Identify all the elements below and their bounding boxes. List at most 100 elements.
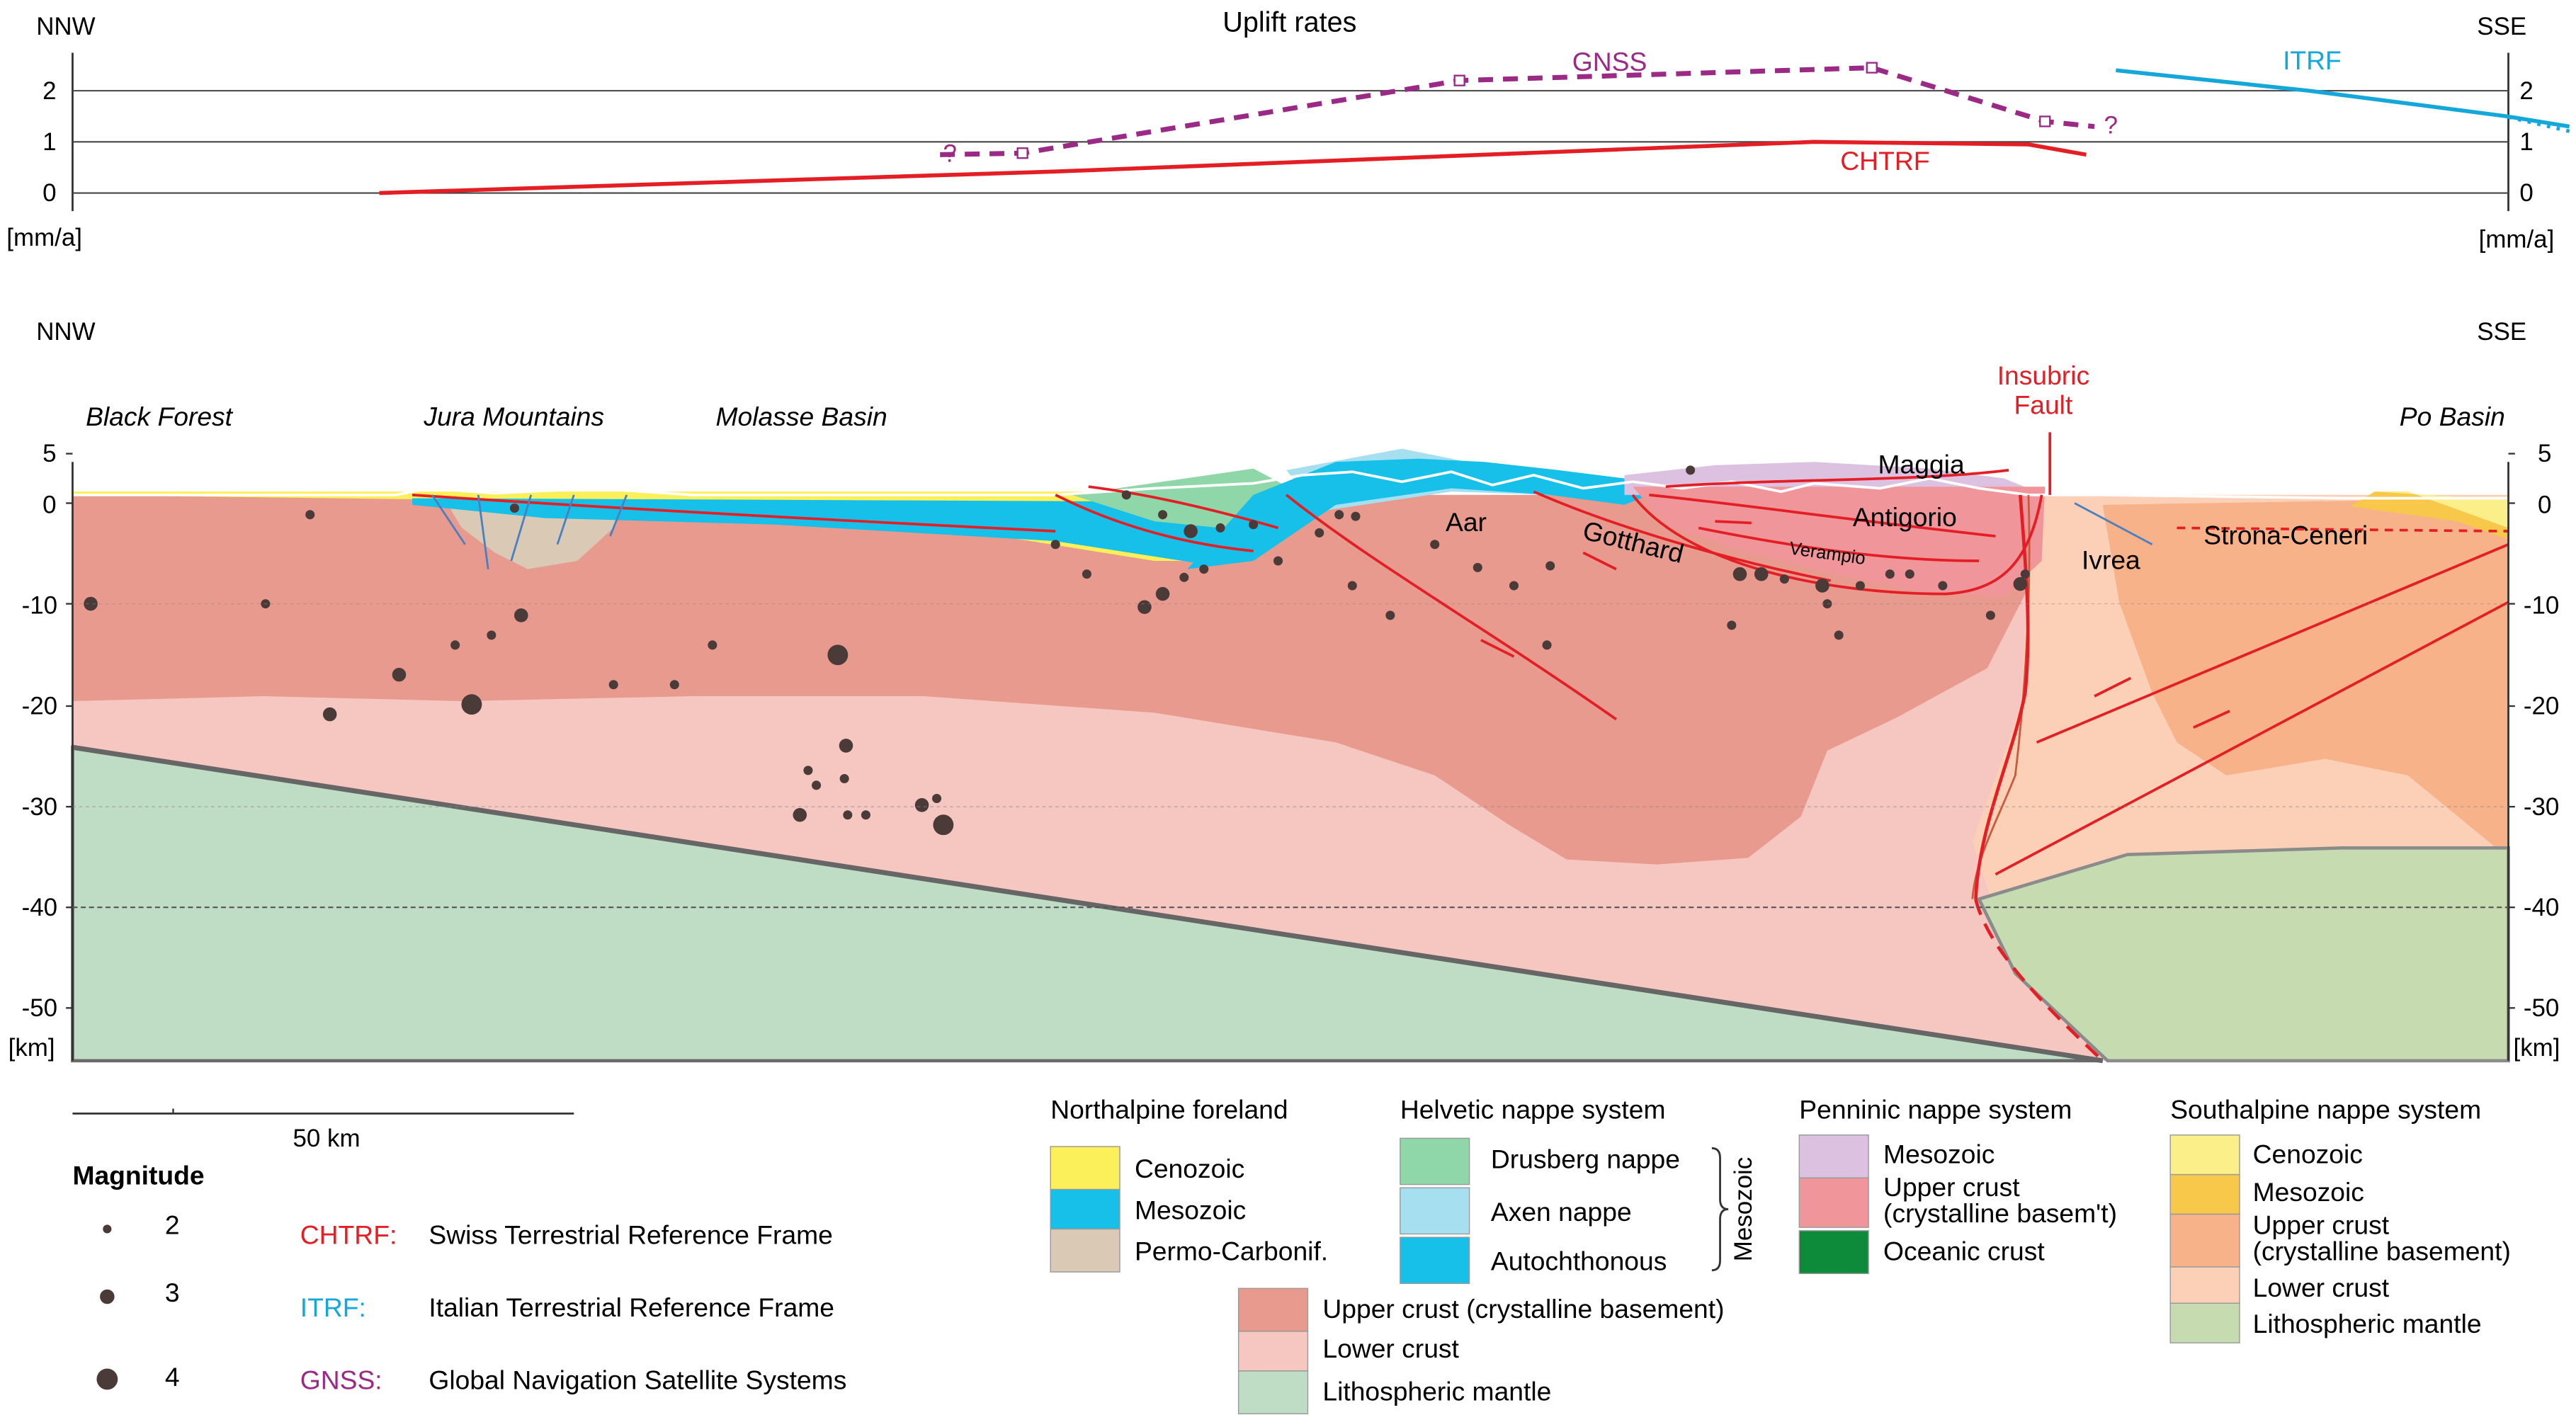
uplift-tick-left-1: 1 [42, 128, 56, 156]
depth-label: -20 [22, 693, 57, 720]
southalpine-cenozoic-sliver [2374, 491, 2509, 528]
penninic-mesozoic-swatch [1798, 1134, 1869, 1178]
uplift-tick-left-2: 2 [42, 77, 56, 105]
earthquake-hypocenter [839, 739, 853, 753]
magnitude-4-label: 4 [165, 1362, 180, 1392]
earthquake-hypocenter [2020, 569, 2030, 579]
depth-labels-left: 5 0 -10 -20 -30 -40 -50 [22, 440, 57, 1022]
topographic-surface [72, 470, 2509, 500]
depth-label: -20 [2524, 693, 2559, 720]
common-mantle-swatch [1237, 1370, 1309, 1415]
half-arrow-antigorio [1715, 520, 1752, 525]
uplift-tick-left-0: 0 [42, 179, 56, 207]
earthquake-hypocenter [1155, 586, 1170, 601]
antigorio-fault [1649, 493, 1996, 538]
section-unit-right: [km] [2514, 1034, 2560, 1062]
northalpine-cenozoic-swatch [1050, 1146, 1120, 1190]
earthquake-hypocenter [1822, 599, 1832, 609]
earthquake-hypocenter [932, 793, 942, 803]
earthquake-hypocenter [914, 798, 929, 812]
helvetic-autochthonous-label: Autochthonous [1491, 1246, 1667, 1276]
gnss-station-marker [1453, 74, 1465, 86]
earthquake-hypocenter [1315, 528, 1324, 538]
insubric-fault-deep [1974, 899, 2104, 1062]
region-molasse-basin: Molasse Basin [716, 402, 887, 431]
depth-label: -50 [22, 994, 57, 1022]
earthquake-hypocenter [1184, 524, 1198, 538]
unit-strona-ceneri: Strona-Ceneri [2203, 521, 2368, 550]
maggia-fault [1665, 469, 2009, 489]
itrf-uplift-line [2116, 68, 2570, 129]
jura-fault [609, 494, 628, 537]
helvetic-bracket [1711, 1147, 1729, 1272]
penninic-legend: Penninic nappe system Mesozoic Upper cru… [1798, 1094, 2117, 1275]
southalpine-upper-crust-label: Upper crust [2253, 1210, 2390, 1239]
earthquake-hypocenter [1545, 561, 1555, 571]
gnss-series-label: GNSS [1572, 47, 1647, 76]
earthquake-hypocenter [1249, 520, 1259, 530]
earthquake-hypocenter [1334, 510, 1344, 520]
depth-ticks-marks [66, 453, 2515, 1009]
southalpine-mantle-label: Lithospheric mantle [2253, 1309, 2482, 1338]
helvetic-axen-label: Axen nappe [1491, 1197, 1632, 1227]
helvetic-title: Helvetic nappe system [1400, 1094, 1666, 1124]
magnitude-3-symbol [100, 1289, 115, 1304]
earthquake-hypocenter [1473, 562, 1482, 572]
magnitude-3-label: 3 [165, 1278, 180, 1307]
earthquake-hypocenter [861, 810, 870, 820]
earthquake-hypocenter [1885, 569, 1895, 579]
uplift-dir-right: SSE [2477, 13, 2526, 40]
magnitude-2-symbol [103, 1224, 112, 1234]
helvetic-autochthonous [1187, 458, 1650, 569]
cross-section-panel: NNW SSE [8, 318, 2560, 1064]
earthquake-hypocenter [839, 773, 849, 784]
jura-fault [556, 494, 575, 545]
southalpine-mesozoic-sliver [2350, 491, 2509, 540]
common-mantle-label: Lithospheric mantle [1322, 1377, 1551, 1406]
earthquake-hypocenter [1199, 564, 1209, 574]
penninic-oceanic-swatch [1798, 1230, 1869, 1275]
earthquake-hypocenter [933, 814, 954, 836]
earthquake-hypocenter [1215, 523, 1225, 533]
earthquake-hypocenter [1938, 581, 1948, 591]
northalpine-cenozoic-label: Cenozoic [1135, 1154, 1244, 1183]
gotthard-thrust [1533, 490, 1831, 582]
earthquake-hypocenter [1158, 510, 1168, 520]
jura-fault [477, 494, 489, 569]
half-arrow-south-1 [2094, 676, 2132, 698]
southalpine-mesozoic-swatch [2169, 1173, 2240, 1215]
earthquake-hypocenter [322, 707, 337, 722]
gnss-question-left: ? [943, 140, 956, 167]
half-arrow-gotthard [1582, 551, 1617, 571]
penninic-mesozoic-label: Mesozoic [1883, 1139, 1995, 1169]
earthquake-hypocenter [1779, 574, 1789, 584]
chtrf-uplift-line [379, 140, 2087, 195]
itrf-desc: Italian Terrestrial Reference Frame [429, 1292, 834, 1322]
earthquake-hypocenter [461, 694, 482, 715]
earthquake-hypocenter [669, 680, 679, 690]
earthquake-hypocenter [1050, 540, 1060, 550]
uplift-tick-right-1: 1 [2519, 128, 2533, 156]
penninic-upper-crust [1633, 487, 2046, 598]
earthquake-hypocenter [1815, 579, 1829, 593]
jura-fault [510, 494, 533, 562]
unit-antigorio: Antigorio [1853, 502, 1957, 532]
earthquake-hypocenter [1121, 490, 1131, 500]
northalpine-permo-label: Permo-Carbonif. [1135, 1236, 1328, 1266]
earthquake-hypocenter [812, 780, 822, 790]
earthquake-hypocenter [1542, 640, 1552, 650]
half-arrow-south-2 [2193, 710, 2230, 729]
region-black-forest: Black Forest [86, 402, 234, 431]
reference-frame-legend: CHTRF: Swiss Terrestrial Reference Frame… [300, 1220, 847, 1394]
itrf-dotted-extension [2507, 115, 2573, 134]
common-lower-crust-swatch [1237, 1331, 1309, 1372]
uplift-title: Uplift rates [1222, 6, 1356, 38]
jura-fault [431, 494, 466, 545]
earthquake-hypocenter [1509, 581, 1519, 591]
earthquake-hypocenter [509, 503, 519, 513]
southalpine-title: Southalpine nappe system [2170, 1094, 2481, 1124]
verampio-fault [1698, 526, 1980, 562]
earthquake-hypocenter [1727, 620, 1737, 630]
insubric-fault-trace [1974, 494, 2030, 899]
